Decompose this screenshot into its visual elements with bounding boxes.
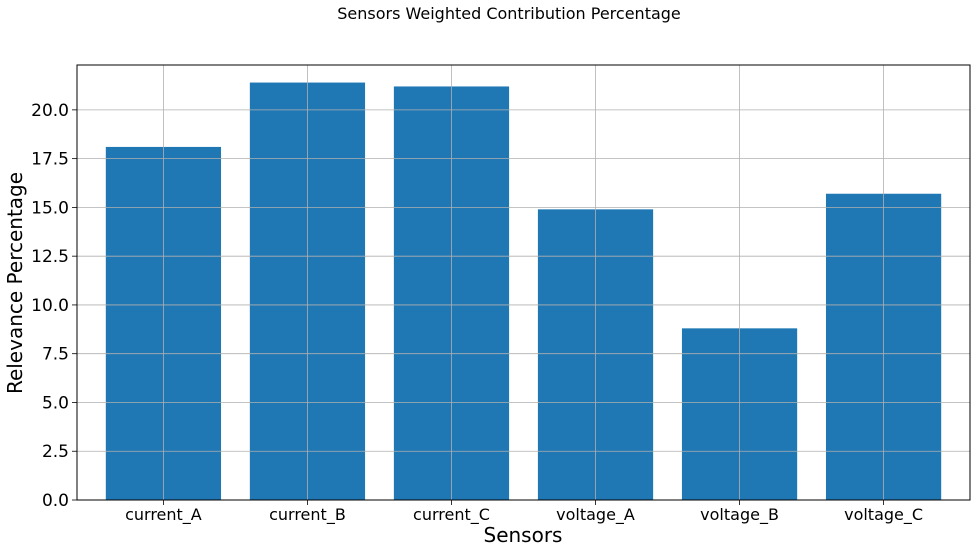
y-tick-label: 7.5: [42, 345, 69, 365]
x-tick-label: current_C: [413, 505, 490, 525]
y-axis-label: Relevance Percentage: [3, 172, 27, 394]
x-tick-label: voltage_C: [844, 505, 923, 525]
x-tick-label: voltage_B: [700, 505, 779, 525]
x-tick-label: current_A: [125, 505, 202, 525]
y-axis: 0.0 2.5 5.0 7.5 10.0 12.5 15.0 17.5 20.0: [31, 101, 77, 511]
y-tick-label: 17.5: [31, 150, 69, 170]
plot-area-frame: [76, 64, 971, 501]
x-tick-label: voltage_A: [556, 505, 635, 525]
x-axis-label: Sensors: [484, 523, 563, 547]
y-tick-label: 10.0: [31, 296, 69, 316]
bars: [105, 82, 942, 501]
x-axis: current_A current_B current_C voltage_A volt…: [125, 500, 923, 525]
y-tick-label: 15.0: [31, 198, 69, 218]
y-tick-label: 5.0: [42, 393, 69, 413]
y-tick-label: 2.5: [42, 442, 69, 462]
y-tick-label: 12.5: [31, 247, 69, 267]
chart-title: Sensors Weighted Contribution Percentage: [337, 4, 681, 23]
x-tick-label: current_B: [269, 505, 346, 525]
y-tick-label: 20.0: [31, 101, 69, 121]
y-tick-label: 0.0: [42, 491, 69, 511]
